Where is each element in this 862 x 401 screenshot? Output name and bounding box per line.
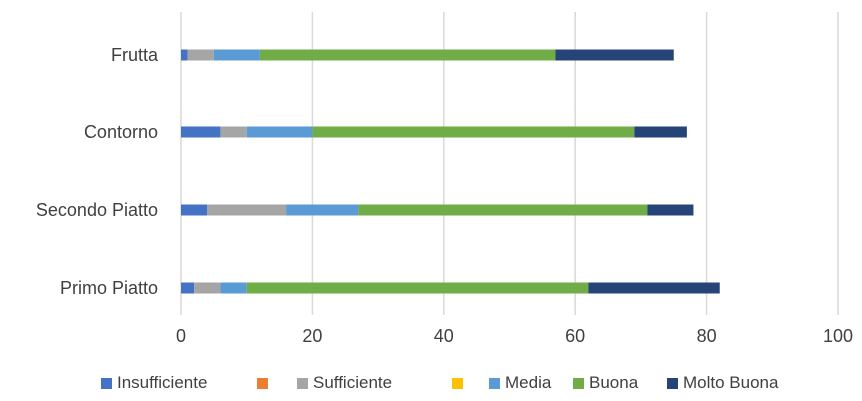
legend-swatch — [101, 378, 112, 389]
legend-label: Media — [505, 373, 552, 392]
x-tick-labels: 0 20 40 60 80 100 — [176, 326, 853, 346]
legend-swatch — [573, 378, 584, 389]
legend: Insufficiente Sufficiente Media Buona Molto … — [101, 373, 779, 392]
bar-segment-insufficiente — [181, 49, 188, 61]
bar-segment-insufficiente — [181, 282, 195, 294]
x-tick-label: 40 — [434, 326, 454, 346]
bar-segment-insufficiente — [181, 126, 221, 138]
legend-label: Buona — [589, 373, 639, 392]
bars — [181, 49, 720, 294]
category-label: Frutta — [111, 45, 159, 65]
legend-swatch — [667, 378, 678, 389]
bar-segment-media — [220, 282, 247, 294]
x-tick-label: 100 — [823, 326, 853, 346]
x-tick-label: 20 — [302, 326, 322, 346]
bar-segment-buona — [358, 204, 648, 216]
category-labels: Primo Piatto Secondo Piatto Contorno Frutta — [36, 45, 159, 298]
legend-swatch — [452, 378, 463, 389]
bar-segment-molto-buona — [634, 126, 687, 138]
bar-segment-molto-buona — [588, 282, 720, 294]
legend-swatch — [489, 378, 500, 389]
legend-swatch — [297, 378, 308, 389]
bar-segment-buona — [246, 282, 589, 294]
category-label: Secondo Piatto — [36, 200, 158, 220]
bar-segment-sufficiente — [194, 282, 221, 294]
x-tick-label: 80 — [697, 326, 717, 346]
bar-segment-molto-buona — [647, 204, 694, 216]
bar-segment-molto-buona — [555, 49, 674, 61]
legend-label: Sufficiente — [313, 373, 392, 392]
bar-segment-buona — [312, 126, 635, 138]
bar-segment-sufficiente — [220, 126, 247, 138]
x-tick-label: 60 — [565, 326, 585, 346]
legend-swatch — [257, 378, 268, 389]
category-label: Primo Piatto — [60, 278, 158, 298]
x-tick-label: 0 — [176, 326, 186, 346]
bar-segment-media — [246, 126, 313, 138]
bar-segment-sufficiente — [187, 49, 214, 61]
legend-label: Molto Buona — [683, 373, 779, 392]
category-label: Contorno — [84, 122, 158, 142]
legend-label: Insufficiente — [117, 373, 207, 392]
bar-segment-media — [213, 49, 260, 61]
bar-segment-insufficiente — [181, 204, 208, 216]
bar-segment-sufficiente — [207, 204, 287, 216]
bar-segment-media — [286, 204, 359, 216]
gridlines — [180, 12, 839, 315]
bar-segment-buona — [259, 49, 556, 61]
